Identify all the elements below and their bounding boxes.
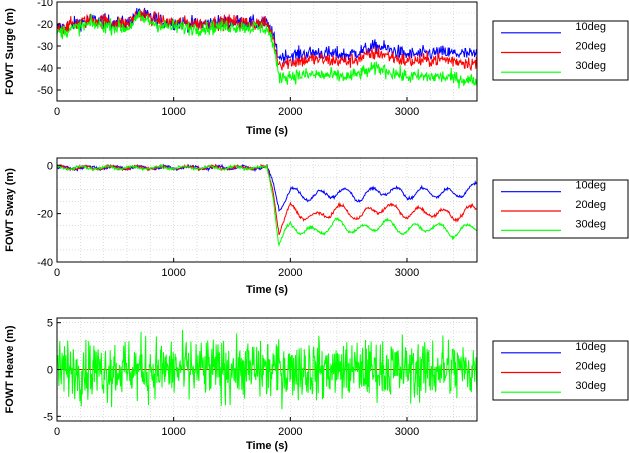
y-tick-label: -40: [37, 257, 53, 269]
x-tick-label: 1000: [161, 426, 185, 438]
y-tick-label: -20: [37, 209, 53, 221]
x-tick-label: 0: [54, 426, 60, 438]
y-tick-label: -50: [37, 85, 53, 97]
y-tick-label: 0: [47, 365, 53, 377]
series-line-30deg: [56, 163, 478, 248]
legend: 10deg 20deg 30deg: [492, 179, 629, 239]
y-tick-label: 0: [47, 160, 53, 172]
plot-frame: [56, 157, 478, 263]
legend-label-30deg: 30deg: [575, 380, 606, 392]
legend-box: [492, 179, 629, 239]
series-line-10deg: [56, 7, 478, 65]
legend-box: [492, 20, 629, 81]
x-axis-label: Time (s): [246, 284, 288, 296]
y-axis-label: FOWT Heave (m): [4, 325, 16, 413]
x-tick-label: 2000: [278, 267, 302, 279]
x-tick-label: 3000: [395, 267, 419, 279]
x-axis-label: Time (s): [246, 125, 288, 137]
legend: 10deg 20deg 30deg: [492, 20, 629, 81]
series-line-30deg: [56, 10, 478, 89]
series-line-20deg: [56, 8, 478, 72]
y-tick-label: 5: [47, 318, 53, 330]
y-tick-label: -20: [37, 19, 53, 31]
series-line-30deg: [56, 329, 478, 410]
x-tick-label: 3000: [395, 426, 419, 438]
x-tick-label: 2000: [278, 426, 302, 438]
x-axis-label: Time (s): [246, 440, 288, 452]
y-tick-label: -30: [37, 41, 53, 53]
legend-label-20deg: 20deg: [575, 361, 606, 373]
y-tick-label: -5: [43, 411, 53, 423]
y-axis-label: FOWT Sway (m): [4, 168, 16, 252]
x-tick-label: 1000: [161, 106, 185, 118]
plot-frame: [56, 1, 478, 102]
legend-label-30deg: 30deg: [575, 60, 606, 72]
y-tick-label: -40: [37, 63, 53, 75]
legend-label-10deg: 10deg: [575, 341, 606, 353]
x-tick-label: 3000: [395, 106, 419, 118]
legend-label-20deg: 20deg: [575, 41, 606, 53]
y-tick-label: -10: [37, 0, 53, 9]
legend-box: [492, 340, 629, 401]
x-tick-label: 0: [54, 106, 60, 118]
x-tick-label: 2000: [278, 106, 302, 118]
legend-label-30deg: 30deg: [575, 218, 606, 230]
surge-panel: 0 1000 2000 3000 -10 -20 -30 -40 -50 Time (s) FOWT…: [4, 0, 629, 137]
legend: 10deg 20deg 30deg: [492, 340, 629, 401]
x-tick-label: 0: [54, 267, 60, 279]
y-axis-label: FOWT Surge (m): [4, 8, 16, 95]
plot-area: [57, 2, 477, 101]
legend-label-20deg: 20deg: [575, 199, 606, 211]
legend-label-10deg: 10deg: [575, 21, 606, 33]
x-tick-label: 1000: [161, 267, 185, 279]
sway-panel: 0 1000 2000 3000 0 -20 -40 Time (s) FOWT Sway (m…: [4, 157, 629, 296]
legend-label-10deg: 10deg: [575, 180, 606, 192]
series-line-20deg: [56, 163, 478, 236]
